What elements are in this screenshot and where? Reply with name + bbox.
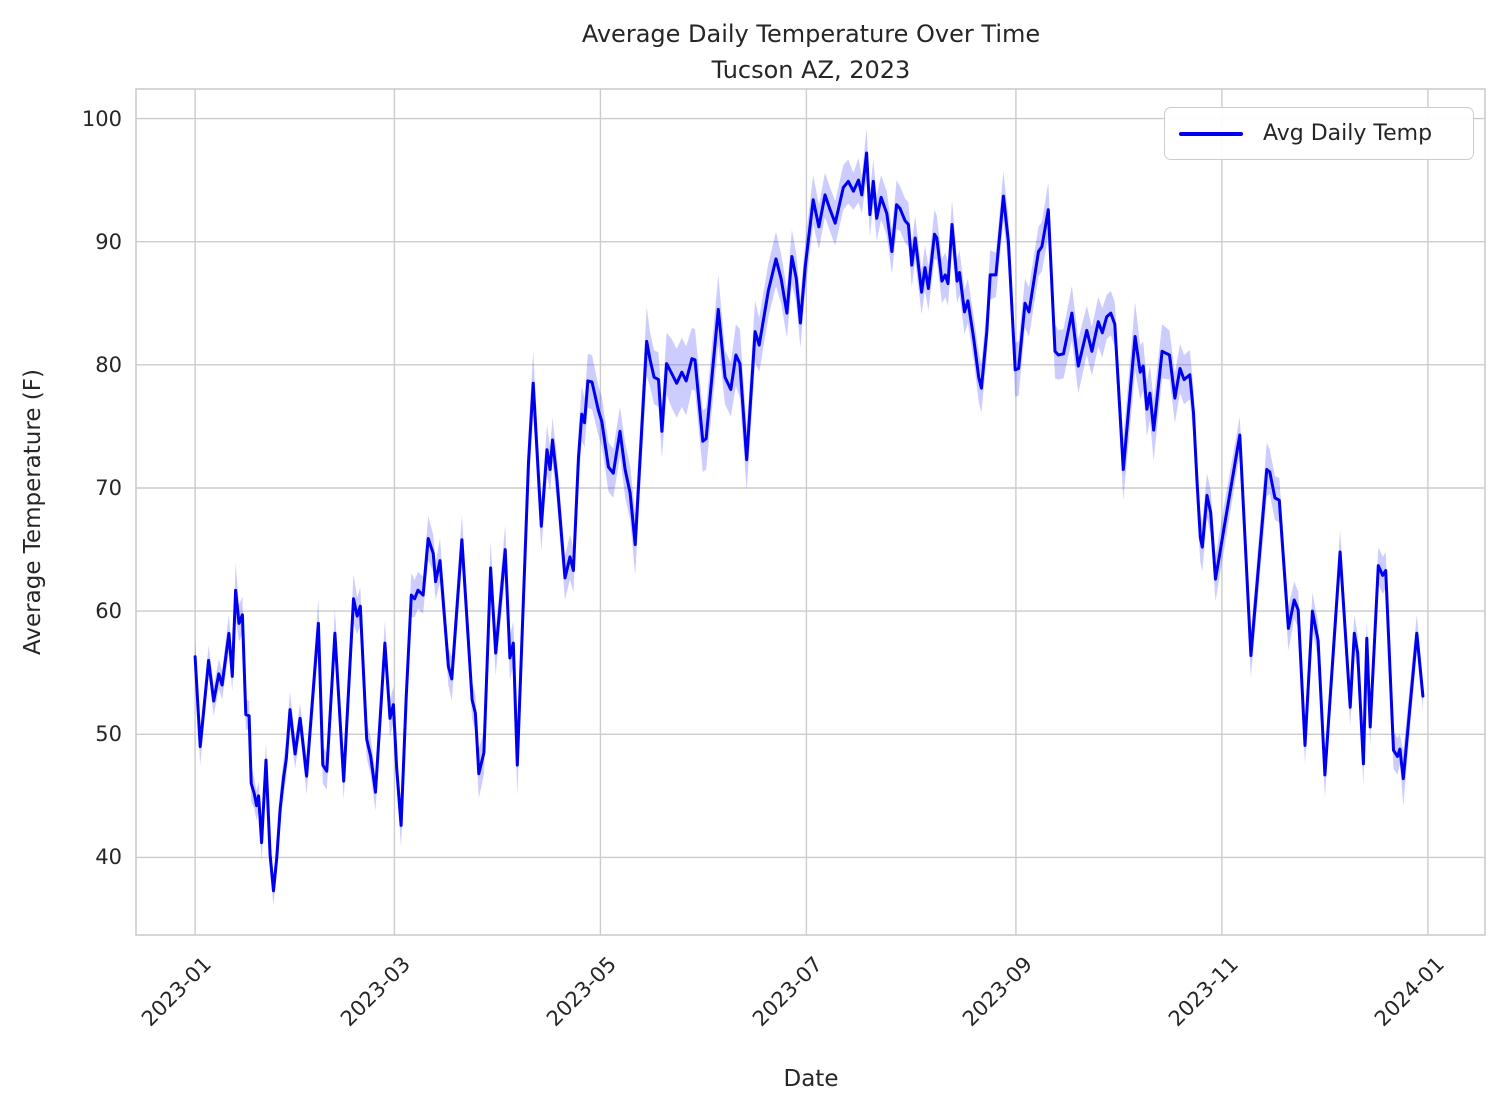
plot-border bbox=[135, 88, 1486, 936]
x-axis-label: Date bbox=[783, 1066, 839, 1092]
y-tick-label: 60 bbox=[95, 599, 122, 624]
temp-line bbox=[193, 151, 1425, 893]
legend-label: Avg Daily Temp bbox=[1263, 121, 1433, 146]
y-tick-label: 40 bbox=[95, 845, 122, 870]
y-tick-label: 100 bbox=[81, 106, 122, 131]
y-tick-label: 70 bbox=[95, 475, 122, 500]
y-tick-label: 50 bbox=[95, 722, 122, 747]
y-tick-label: 90 bbox=[95, 229, 122, 254]
confidence-band bbox=[195, 128, 1423, 906]
y-tick-label: 80 bbox=[95, 352, 122, 377]
chart-subtitle: Tucson AZ, 2023 bbox=[711, 56, 911, 84]
legend-line-sample bbox=[1179, 131, 1243, 136]
chart-title-block: Average Daily Temperature Over Time Tucs… bbox=[137, 16, 1485, 88]
chart-title: Average Daily Temperature Over Time bbox=[581, 20, 1041, 48]
legend: Avg Daily Temp bbox=[1164, 107, 1474, 160]
